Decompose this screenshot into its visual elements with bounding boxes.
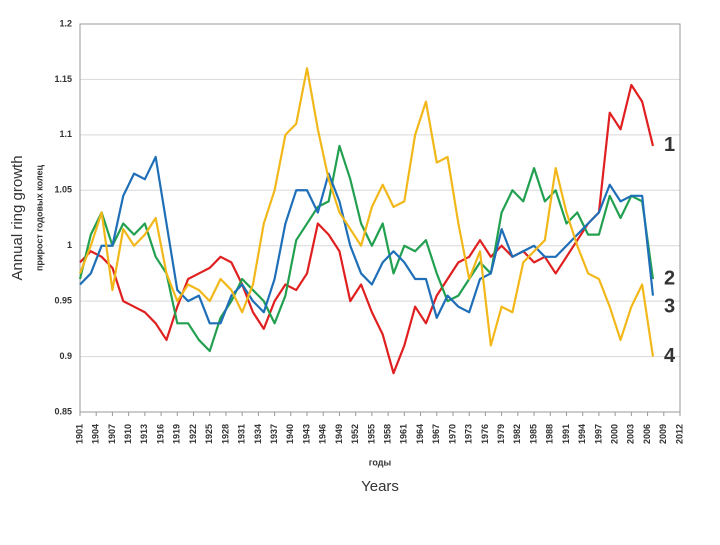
outer-y-label: Annual ring growth [9, 155, 26, 280]
plot-frame [79, 23, 681, 413]
x-tick-label: 1961 [399, 424, 409, 444]
x-tick-label: 2000 [610, 424, 620, 444]
x-tick-label: 2009 [658, 424, 668, 444]
x-tick-label: 1994 [577, 424, 587, 444]
x-tick-label: 1916 [155, 424, 165, 444]
series-label: 1 [664, 134, 675, 156]
x-tick-label: 1976 [480, 424, 490, 444]
x-tick-label: 2012 [674, 424, 684, 444]
x-tick-label: 1934 [253, 424, 263, 444]
y-tick-label: 1.05 [54, 185, 72, 195]
x-label: годы [369, 457, 392, 467]
y-tick-label: 0.95 [54, 296, 72, 306]
y-tick-label: 0.9 [59, 351, 72, 361]
x-tick-label: 1922 [188, 424, 198, 444]
x-tick-label: 1943 [301, 424, 311, 444]
x-tick-label: 2006 [642, 424, 652, 444]
x-tick-label: 1952 [350, 424, 360, 444]
x-tick-label: 1901 [74, 424, 84, 444]
series-line [78, 144, 655, 353]
y-tick-label: 1.15 [54, 74, 72, 84]
x-tick-label: 1964 [415, 424, 425, 444]
outer-x-label: Years [361, 478, 399, 495]
x-tick-label: 1910 [123, 424, 133, 444]
x-tick-label: 1919 [172, 424, 182, 444]
series-line [79, 155, 655, 325]
y-label: прирост годовых колец [34, 165, 44, 271]
x-tick-label: 1937 [269, 424, 279, 444]
x-tick-label: 1931 [237, 424, 247, 444]
x-tick-label: 1955 [366, 424, 376, 444]
x-tick-label: 1907 [107, 424, 117, 444]
y-tick-label: 1.2 [59, 18, 72, 28]
x-tick-label: 1949 [334, 424, 344, 444]
x-tick-label: 1982 [512, 424, 522, 444]
x-tick-label: 1979 [496, 424, 506, 444]
y-tick-label: 1.1 [59, 129, 72, 139]
x-tick-label: 1928 [220, 424, 230, 444]
x-tick-label: 1958 [382, 424, 392, 444]
x-tick-label: 1991 [561, 424, 571, 444]
series-line [78, 67, 655, 357]
x-tick-label: 1988 [545, 424, 555, 444]
series-label: 4 [664, 345, 676, 367]
y-tick-label: 1 [67, 240, 72, 250]
series-label: 3 [664, 295, 675, 317]
series-label: 2 [664, 267, 675, 289]
x-tick-label: 1970 [447, 424, 457, 444]
x-tick-label: 1946 [318, 424, 328, 444]
x-tick-label: 2003 [626, 424, 636, 444]
x-tick-label: 1967 [431, 424, 441, 444]
x-tick-label: 1925 [204, 424, 214, 444]
y-tick-label: 0.85 [54, 406, 72, 416]
x-tick-label: 1997 [593, 424, 603, 444]
x-tick-label: 1940 [285, 424, 295, 444]
x-tick-label: 1913 [139, 424, 149, 444]
x-tick-label: 1904 [91, 424, 101, 444]
x-tick-label: 1985 [528, 424, 538, 444]
x-tick-label: 1973 [464, 424, 474, 444]
